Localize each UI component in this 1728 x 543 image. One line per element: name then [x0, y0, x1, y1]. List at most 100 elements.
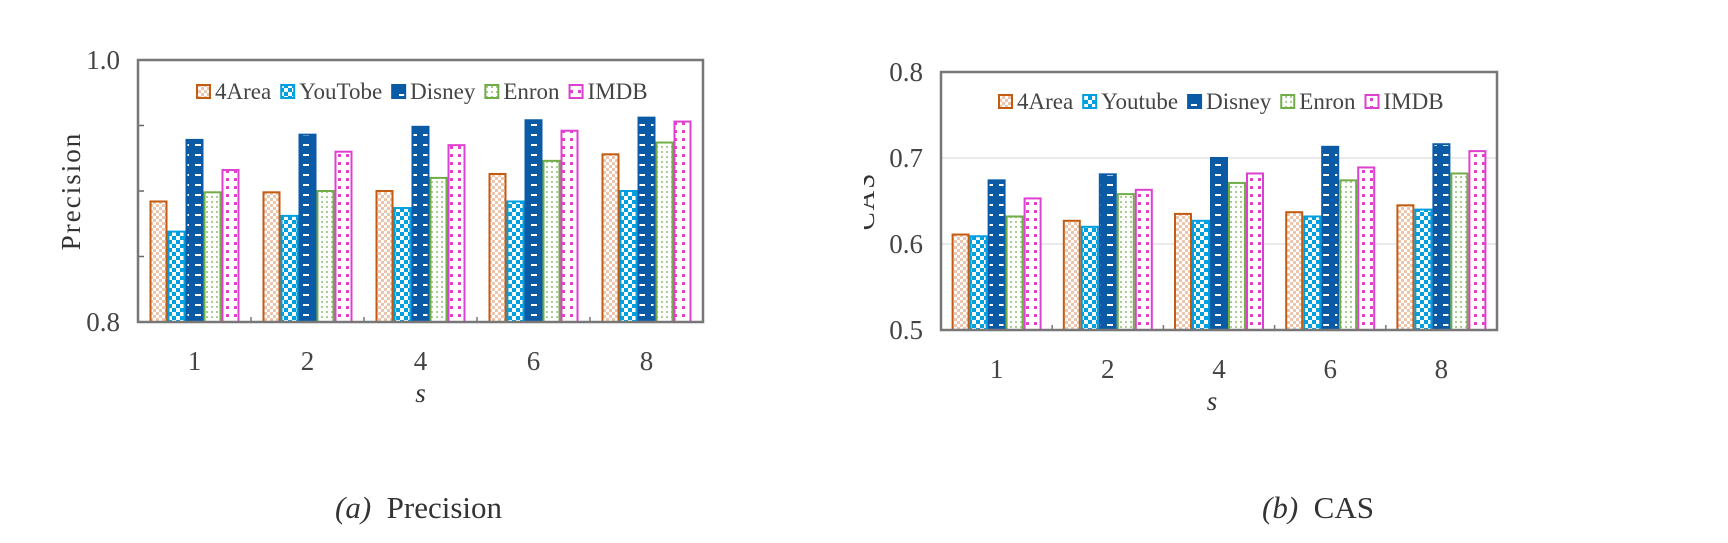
legend-label-enron: Enron	[1299, 89, 1356, 114]
bar-4area-s1	[951, 233, 970, 331]
y-axis-label: Precision	[56, 132, 86, 251]
cas-chart-panel: 0.5 0.6 0.7 0.8 1 2 4 6 8 s CAS 4Area Youtube Disney E…	[850, 0, 1728, 543]
bar-4area-s2	[1062, 219, 1081, 331]
bar-imdb-s2	[334, 150, 353, 323]
bar-disney-s1	[185, 138, 204, 323]
legend-label-imdb: IMDB	[588, 79, 648, 104]
x-axis-label: s	[1207, 386, 1218, 416]
legend-swatch-enron	[1280, 94, 1296, 109]
cas-caption: (b) CAS	[1262, 490, 1374, 526]
bar-imdb-s6	[1357, 166, 1376, 331]
x-tick-label: 6	[527, 346, 541, 376]
bar-disney-s6	[524, 119, 543, 324]
bar-4area-s2	[262, 191, 281, 323]
precision-chart: 0.8 1.0 1 2 4 6 8 s Precision 4Area YouTobe Disney E…	[56, 45, 705, 408]
bar-enron-s6	[542, 159, 561, 323]
bar-imdb-s8	[1468, 150, 1487, 331]
bar-disney-s8	[637, 116, 656, 323]
legend-swatch-4area	[998, 94, 1013, 109]
bar-youtube-s8	[1414, 208, 1433, 332]
legend-swatch-disney	[1187, 94, 1203, 109]
x-axis-label: s	[415, 378, 426, 408]
bar-imdb-s1	[1023, 197, 1042, 331]
x-tick-label: 1	[990, 354, 1004, 384]
bar-4area-s4	[375, 190, 394, 323]
bar-enron-s2	[316, 190, 335, 323]
y-axis-label: CAS	[864, 172, 880, 231]
precision-caption-label: (a)	[335, 490, 372, 525]
bar-4area-s8	[1396, 204, 1415, 331]
bar-youtube-s1	[969, 235, 988, 331]
bar-enron-s2	[1116, 193, 1135, 331]
precision-chart-panel: 0.8 1.0 1 2 4 6 8 s Precision 4Area YouTobe Disney E…	[0, 0, 860, 543]
bar-4area-s4	[1174, 212, 1192, 331]
cas-caption-label: (b)	[1262, 490, 1299, 525]
bar-youtube-s2	[1080, 225, 1099, 331]
bar-enron-s1	[1005, 215, 1024, 331]
legend-swatch-enron	[484, 84, 500, 99]
x-tick-label: 2	[1101, 354, 1115, 384]
legend-label-disney: Disney	[1206, 89, 1272, 114]
legend-swatch-youtobe	[280, 84, 296, 99]
bar-disney-s1	[987, 179, 1006, 331]
precision-caption: (a) Precision	[335, 490, 502, 526]
y-tick-label: 0.7	[889, 143, 923, 173]
x-tick-label: 8	[640, 346, 654, 376]
cas-chart: 0.5 0.6 0.7 0.8 1 2 4 6 8 s CAS 4Area Youtube Disney E…	[850, 57, 1499, 416]
y-tick-label: 0.8	[86, 307, 120, 337]
x-tick-label: 1	[188, 346, 202, 376]
bar-4area-s8	[601, 153, 620, 323]
legend-swatch-4area	[196, 84, 211, 99]
bar-4area-s6	[1285, 211, 1304, 331]
bar-youtobe-s8	[619, 190, 638, 323]
legend-label-youtobe: YouTobe	[299, 79, 382, 104]
y-tick-label: 0.8	[889, 57, 923, 87]
x-tick-label: 4	[1212, 354, 1226, 384]
x-tick-label: 8	[1435, 354, 1449, 384]
legend-label-disney: Disney	[410, 79, 476, 104]
bar-imdb-s6	[560, 129, 579, 323]
legend-label-youtube: Youtube	[1101, 89, 1178, 114]
legend-label-enron: Enron	[503, 79, 560, 104]
bar-youtobe-s2	[280, 214, 299, 323]
bar-enron-s1	[203, 191, 222, 323]
bar-disney-s4	[1210, 157, 1228, 331]
bar-youtobe-s4	[393, 207, 412, 323]
bar-youtobe-s1	[167, 230, 186, 323]
plot-frame	[939, 70, 1499, 332]
bar-enron-s8	[655, 141, 674, 323]
bar-enron-s8	[1450, 172, 1469, 331]
legend-label-4area: 4Area	[215, 79, 271, 104]
bar-imdb-s2	[1134, 188, 1153, 331]
bar-4area-s6	[488, 172, 507, 323]
legend-label-4area: 4Area	[1017, 89, 1073, 114]
bar-imdb-s1	[221, 169, 240, 323]
bar-disney-s2	[298, 133, 317, 323]
y-tick-label: 0.5	[889, 315, 923, 345]
bar-disney-s2	[1098, 173, 1117, 331]
x-tick-label: 2	[301, 346, 315, 376]
y-tick-label: 1.0	[86, 45, 120, 75]
bar-youtube-s6	[1303, 215, 1322, 331]
x-tick-label: 4	[414, 346, 428, 376]
y-tick-label: 0.6	[889, 229, 923, 259]
bar-enron-s6	[1339, 179, 1358, 331]
bar-disney-s4	[411, 125, 430, 323]
bar-disney-s8	[1432, 143, 1451, 331]
bar-imdb-s4	[1246, 172, 1264, 331]
bar-disney-s6	[1321, 145, 1340, 331]
bar-youtube-s4	[1192, 219, 1210, 331]
precision-caption-text: Precision	[386, 490, 503, 525]
legend-swatch-disney	[391, 84, 407, 99]
bar-imdb-s8	[673, 120, 692, 323]
bar-4area-s1	[149, 200, 168, 323]
legend-swatch-imdb	[1364, 94, 1380, 109]
plot-frame	[136, 58, 705, 324]
legend-swatch-imdb	[568, 84, 584, 99]
bar-enron-s4	[1228, 181, 1246, 331]
bar-enron-s4	[429, 176, 448, 323]
x-tick-label: 6	[1323, 354, 1337, 384]
bar-youtobe-s6	[506, 200, 525, 323]
legend-label-imdb: IMDB	[1383, 89, 1443, 114]
legend-swatch-youtube	[1082, 94, 1098, 109]
